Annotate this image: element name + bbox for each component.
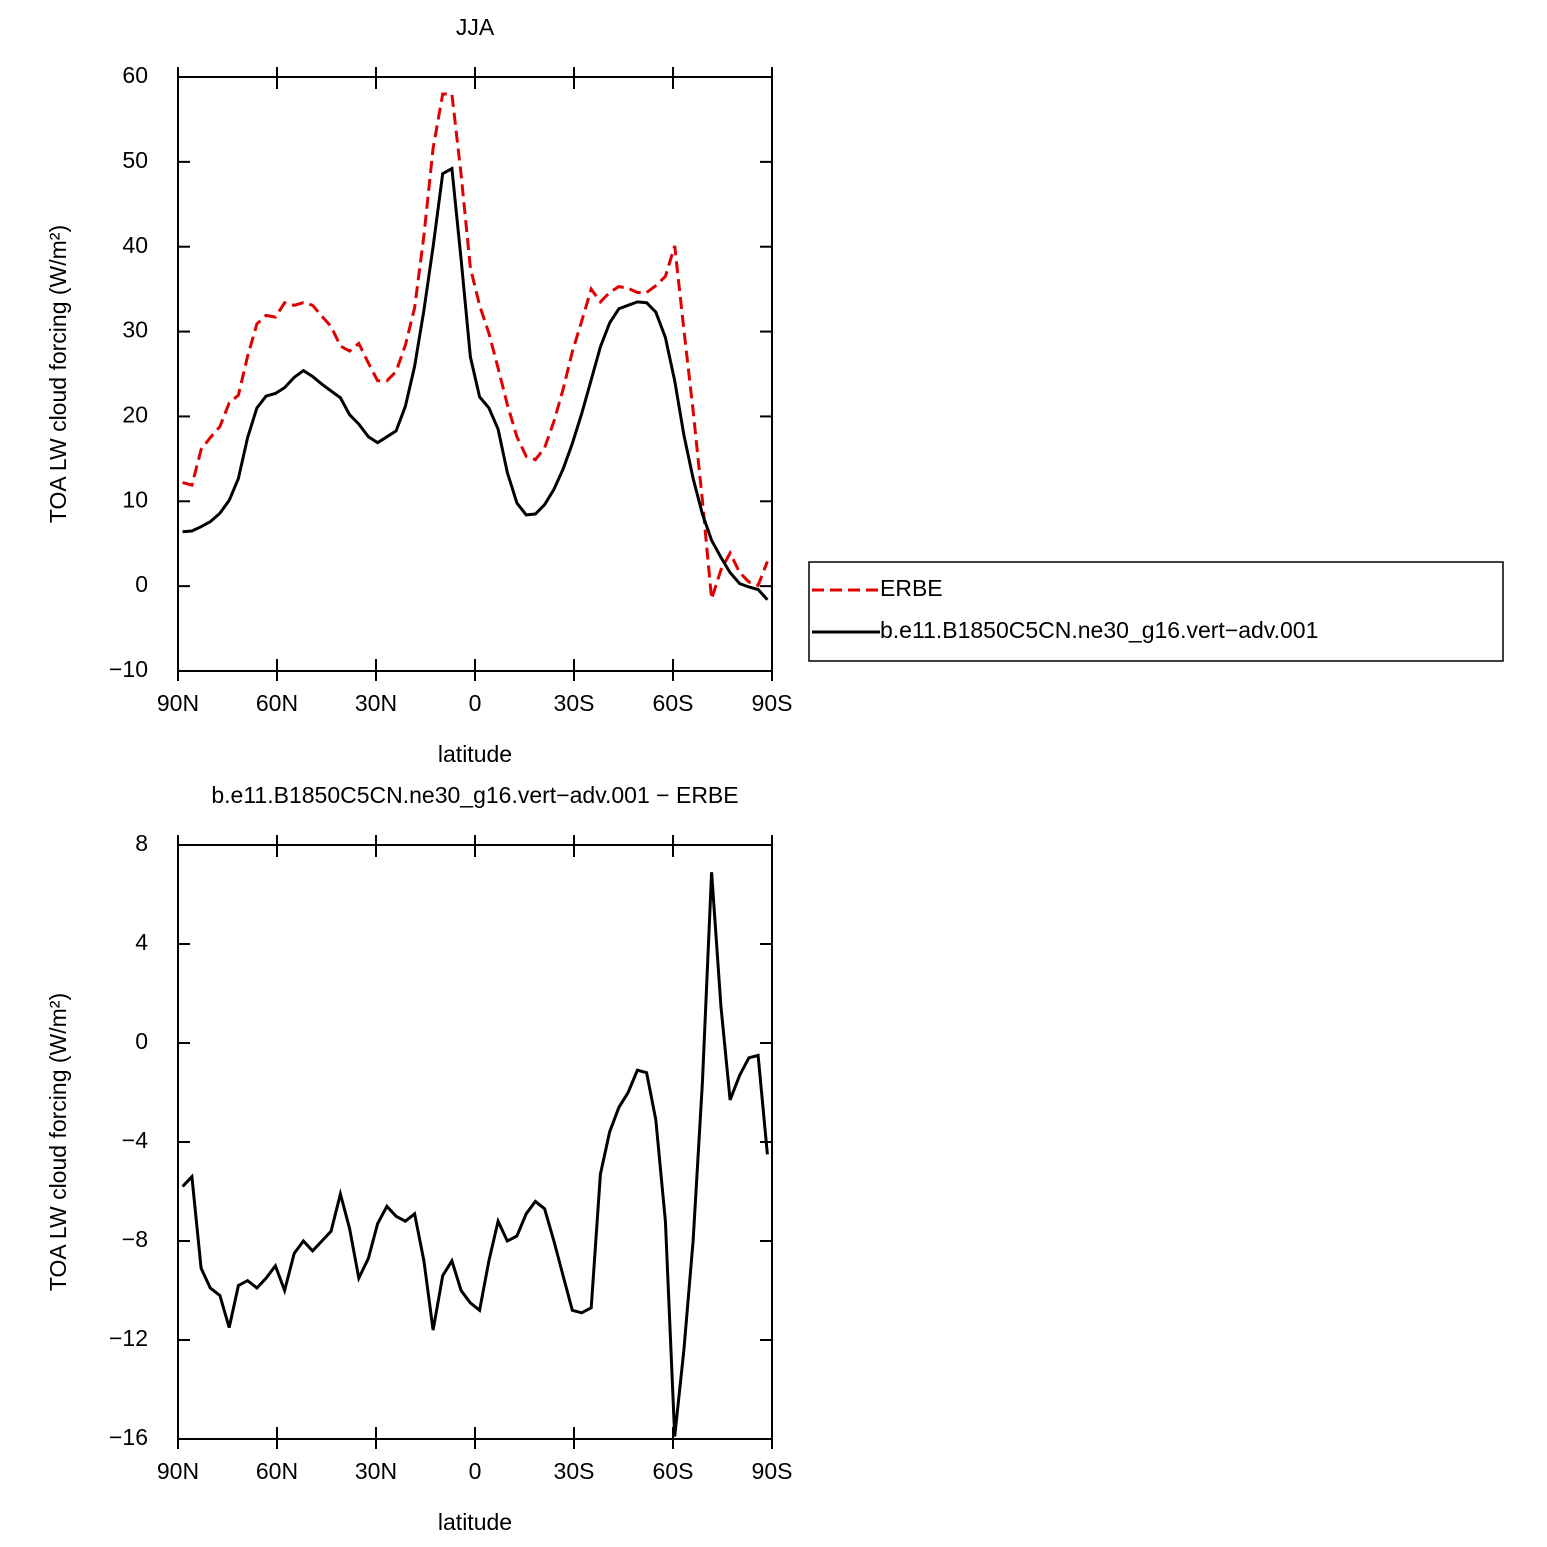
series-line — [182, 92, 769, 600]
x-tick-label: 30S — [554, 1458, 595, 1484]
y-tick-label: 10 — [122, 486, 148, 512]
y-tick-label: 20 — [122, 402, 148, 428]
y-tick-label: 30 — [122, 317, 148, 343]
panel: b.e11.B1850C5CN.ne30_g16.vert−adv.001 − … — [45, 782, 792, 1535]
legend-label: b.e11.B1850C5CN.ne30_g16.vert−adv.001 — [880, 617, 1318, 643]
y-tick-label: 40 — [122, 232, 148, 258]
x-tick-label: 60N — [256, 690, 298, 716]
y-tick-label: −10 — [109, 656, 148, 682]
x-tick-label: 60S — [653, 1458, 694, 1484]
x-tick-label: 30N — [355, 690, 397, 716]
series-line — [181, 872, 769, 1437]
y-tick-label: −4 — [122, 1127, 148, 1153]
series-line — [182, 166, 769, 601]
chart-title: b.e11.B1850C5CN.ne30_g16.vert−adv.001 − … — [211, 782, 738, 808]
y-tick-label: 50 — [122, 147, 148, 173]
x-tick-label: 90N — [157, 690, 199, 716]
chart-title: JJA — [456, 14, 495, 40]
y-tick-label: 0 — [135, 571, 148, 597]
panel: JJA latitude TOA LW cloud forcing (W/m²) −1… — [45, 14, 1504, 767]
x-axis-label: latitude — [438, 1509, 512, 1535]
x-axis-label: latitude — [438, 741, 512, 767]
x-tick-label: 0 — [469, 690, 482, 716]
legend-box — [808, 561, 1504, 662]
y-tick-label: 4 — [135, 929, 148, 955]
plot-frame — [177, 76, 773, 672]
y-axis-label: TOA LW cloud forcing (W/m²) — [45, 225, 71, 523]
y-axis-label: TOA LW cloud forcing (W/m²) — [45, 993, 71, 1291]
plot-frame — [177, 844, 773, 1440]
x-tick-label: 60S — [653, 690, 694, 716]
y-tick-label: 8 — [135, 830, 148, 856]
legend-label: ERBE — [880, 575, 943, 601]
x-tick-label: 30N — [355, 1458, 397, 1484]
y-tick-label: 60 — [122, 62, 148, 88]
y-tick-label: −16 — [109, 1424, 148, 1450]
x-tick-label: 90S — [752, 690, 793, 716]
x-tick-label: 30S — [554, 690, 595, 716]
x-tick-label: 0 — [469, 1458, 482, 1484]
y-tick-label: −12 — [109, 1325, 148, 1351]
y-tick-label: 0 — [135, 1028, 148, 1054]
x-tick-label: 60N — [256, 1458, 298, 1484]
y-tick-label: −8 — [122, 1226, 148, 1252]
x-tick-label: 90S — [752, 1458, 793, 1484]
x-tick-label: 90N — [157, 1458, 199, 1484]
